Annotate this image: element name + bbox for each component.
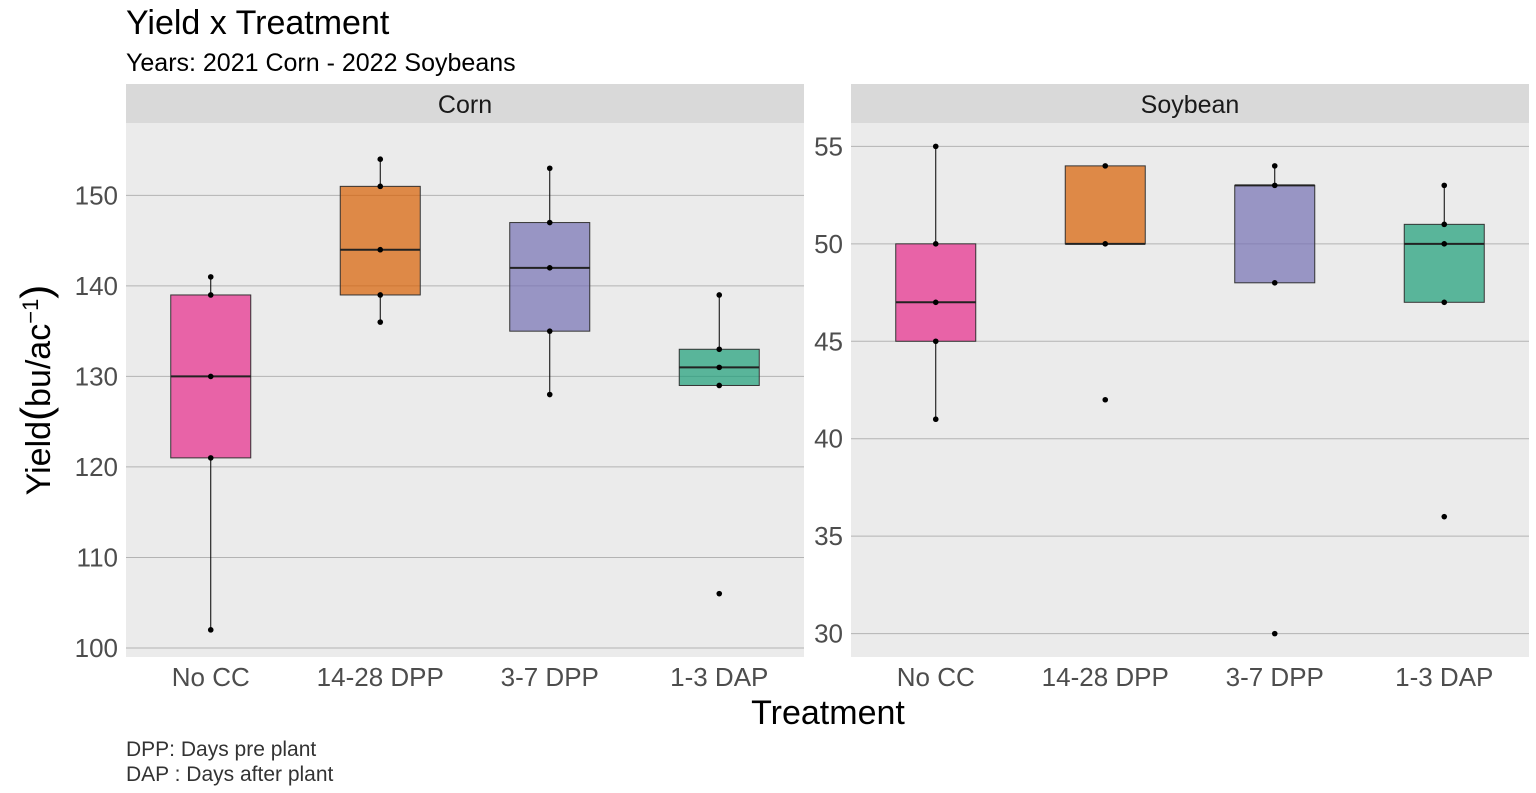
x-tick-label-corn-2: 14-28 DPP (317, 662, 444, 692)
data-point-3 (546, 265, 553, 271)
caption-line-2: DAP : Days after plant (126, 763, 334, 786)
box-body (1064, 165, 1146, 245)
box-soybean-3 (1234, 163, 1316, 637)
y-tick-label-corn-110: 110 (77, 542, 118, 572)
data-point-1 (1441, 513, 1448, 520)
data-point-1 (377, 319, 384, 325)
x-tick-label-soybean-1: No CC (897, 662, 975, 692)
y-tick-label-corn-140: 140 (75, 271, 118, 301)
data-point-3 (207, 373, 214, 380)
box-corn-3 (509, 165, 591, 398)
data-point-3 (932, 299, 939, 306)
data-point-5 (377, 156, 384, 163)
strip-corn (126, 84, 804, 123)
y-tick-label-soybean-55: 55 (814, 131, 843, 161)
data-point-1 (546, 391, 553, 398)
data-point-3 (716, 364, 723, 371)
data-point-4 (207, 292, 214, 298)
panel-corn: Corn 100 110 120 130 140 150 No CC 14-28 DPP 3-7 … (75, 84, 804, 692)
x-tick-label-corn-3: 3-7 DPP (501, 662, 599, 692)
x-tick-label-corn-4: 1-3 DAP (670, 662, 768, 692)
x-axis-label: Treatment (751, 694, 905, 732)
x-tick-label-corn-1: No CC (172, 662, 250, 692)
data-point-2 (546, 328, 553, 334)
y-tick-label-soybean-50: 50 (814, 229, 843, 259)
data-point-2 (716, 382, 723, 389)
chart-title: Yield x Treatment (126, 4, 390, 42)
x-tick-label-soybean-4: 1-3 DAP (1395, 662, 1493, 692)
box-body (895, 243, 977, 342)
y-tick-label-corn-150: 150 (75, 180, 118, 210)
strip-soybean (851, 84, 1529, 123)
data-point-3 (1441, 241, 1448, 247)
data-point-4 (546, 219, 553, 226)
data-point-4 (1441, 221, 1448, 228)
y-tick-label-corn-100: 100 (75, 633, 118, 663)
y-axis-label-close-paren: ) (12, 285, 59, 299)
data-point-1 (716, 590, 723, 597)
data-point-4 (377, 183, 384, 190)
strip-label-soybean: Soybean (1141, 91, 1240, 119)
data-point-5 (546, 165, 553, 172)
chart-subtitle: Years: 2021 Corn - 2022 Soybeans (126, 49, 516, 77)
data-point-4 (1271, 163, 1278, 169)
data-point-2 (207, 455, 214, 461)
y-tick-label-corn-120: 120 (75, 452, 118, 482)
y-axis-label-unit-numer: bu (20, 369, 58, 407)
data-point-4 (716, 346, 723, 353)
y-axis-label-open-paren: ( (12, 407, 59, 421)
data-point-5 (932, 143, 939, 150)
y-tick-label-corn-130: 130 (75, 361, 118, 391)
data-point-1 (932, 416, 939, 423)
plot-background-soybean (851, 123, 1529, 657)
data-point-5 (1441, 182, 1448, 189)
data-point-3 (1102, 163, 1109, 169)
box-body (509, 222, 591, 332)
box-body (1234, 184, 1316, 284)
box-body (1403, 223, 1485, 303)
y-tick-label-soybean-35: 35 (814, 521, 843, 551)
y-axis-label-exponent: −1 (18, 299, 43, 324)
data-point-4 (932, 241, 939, 247)
caption-line-1: DPP: Days pre plant (126, 738, 316, 761)
box-soybean-4 (1403, 182, 1485, 520)
box-soybean-2 (1064, 163, 1146, 403)
strip-label-corn: Corn (438, 91, 492, 119)
data-point-2 (1102, 241, 1109, 247)
y-tick-label-soybean-45: 45 (814, 326, 843, 356)
y-tick-label-soybean-30: 30 (814, 619, 843, 649)
data-point-1 (207, 627, 214, 633)
data-point-3 (1271, 182, 1278, 189)
box-soybean-1 (895, 143, 977, 423)
box-corn-2 (339, 156, 421, 325)
data-point-2 (932, 338, 939, 345)
y-tick-label-soybean-40: 40 (814, 424, 843, 454)
facet-panels: Corn 100 110 120 130 140 150 No CC 14-28 DPP 3-7 … (75, 84, 1529, 692)
box-corn-4 (678, 292, 760, 597)
panel-soybean: Soybean 30 35 40 45 50 55 No CC 14-28 DPP 3-7 DPP… (814, 84, 1529, 692)
data-point-5 (716, 292, 723, 298)
data-point-1 (1271, 630, 1278, 637)
x-tick-label-soybean-2: 14-28 DPP (1042, 662, 1169, 692)
data-point-2 (1441, 299, 1448, 306)
y-axis-label-slash: / (20, 359, 58, 369)
data-point-5 (207, 274, 214, 280)
x-tick-label-soybean-3: 3-7 DPP (1226, 662, 1324, 692)
data-point-3 (377, 246, 384, 253)
box-corn-1 (170, 274, 252, 633)
data-point-2 (377, 292, 384, 298)
data-point-1 (1102, 396, 1109, 403)
y-axis-label: Yield(bu/ac−1) (12, 285, 59, 496)
y-axis-label-unit-denom: ac (20, 324, 58, 360)
box-body (339, 185, 421, 296)
data-point-2 (1271, 280, 1278, 286)
y-axis-label-main: Yield (20, 421, 58, 495)
